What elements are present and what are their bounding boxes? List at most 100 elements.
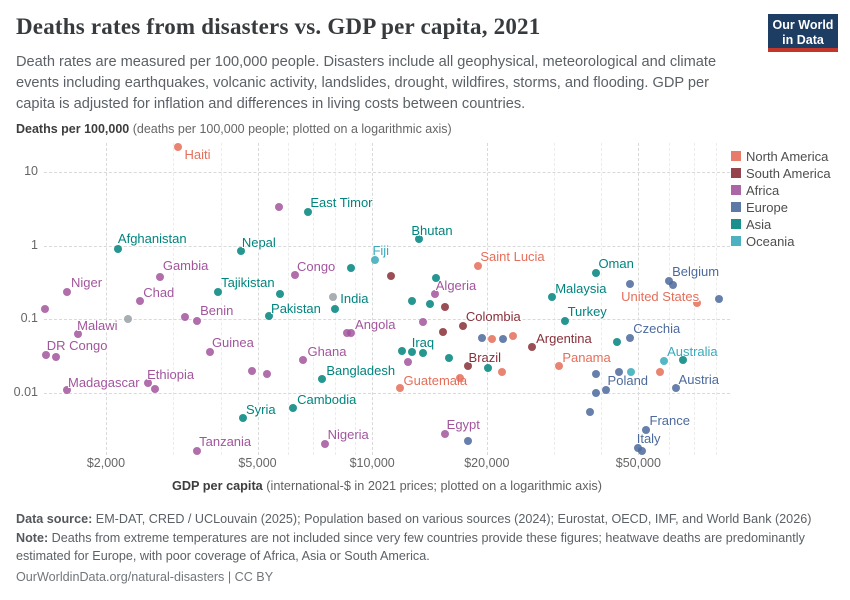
- data-point[interactable]: [625, 280, 634, 289]
- data-point-label[interactable]: Madagascar: [67, 374, 140, 390]
- data-point-label[interactable]: Panama: [562, 350, 611, 366]
- data-point-label[interactable]: Egypt: [446, 416, 480, 432]
- data-point-label[interactable]: DR Congo: [46, 337, 108, 353]
- data-point[interactable]: [591, 370, 600, 379]
- data-point[interactable]: [343, 329, 352, 338]
- data-point[interactable]: [714, 294, 723, 303]
- data-point[interactable]: [669, 281, 678, 290]
- data-point[interactable]: [62, 385, 71, 394]
- data-point-label[interactable]: Poland: [607, 372, 649, 388]
- data-point-label[interactable]: Bhutan: [411, 222, 453, 238]
- data-point-label[interactable]: United States: [621, 288, 700, 304]
- data-point-label[interactable]: Syria: [246, 401, 276, 417]
- legend-item-eu[interactable]: Europe: [731, 199, 831, 215]
- data-point-label[interactable]: Pakistan: [271, 301, 321, 317]
- data-point[interactable]: [474, 262, 483, 271]
- data-point[interactable]: [613, 338, 622, 347]
- data-point[interactable]: [239, 413, 248, 422]
- data-point-label[interactable]: Benin: [200, 303, 234, 319]
- owid-logo[interactable]: Our World in Data: [768, 14, 838, 52]
- data-point-label[interactable]: Oman: [598, 255, 634, 271]
- data-point-label[interactable]: Ethiopia: [147, 366, 195, 382]
- data-point-label[interactable]: Niger: [70, 274, 103, 290]
- data-point[interactable]: [136, 296, 145, 305]
- data-point[interactable]: [638, 447, 647, 456]
- data-point[interactable]: [431, 273, 440, 282]
- data-point-label[interactable]: Algeria: [435, 278, 477, 294]
- data-point-label[interactable]: Haiti: [184, 147, 211, 163]
- data-point-label[interactable]: Australia: [667, 344, 718, 360]
- data-point[interactable]: [440, 302, 449, 311]
- data-point-label[interactable]: Guinea: [211, 335, 254, 351]
- data-point[interactable]: [463, 362, 472, 371]
- data-point[interactable]: [693, 298, 702, 307]
- data-point[interactable]: [586, 408, 595, 416]
- data-point-label[interactable]: Belgium: [672, 264, 720, 280]
- data-point[interactable]: [150, 385, 159, 394]
- data-point-label[interactable]: Afghanistan: [117, 230, 187, 246]
- data-point[interactable]: [276, 290, 285, 299]
- data-point[interactable]: [483, 363, 492, 372]
- data-point-label[interactable]: Nigeria: [327, 427, 369, 443]
- data-point-label[interactable]: Turkey: [567, 304, 607, 320]
- data-point-label[interactable]: India: [340, 290, 369, 306]
- data-point[interactable]: [419, 318, 428, 327]
- data-point[interactable]: [304, 207, 313, 216]
- data-point-label[interactable]: Nepal: [241, 234, 276, 250]
- data-point[interactable]: [265, 312, 274, 321]
- data-point[interactable]: [214, 287, 223, 296]
- data-point[interactable]: [555, 362, 564, 371]
- data-point-label[interactable]: Malaysia: [555, 281, 607, 297]
- data-point[interactable]: [426, 300, 435, 309]
- data-point[interactable]: [508, 331, 517, 340]
- data-point[interactable]: [678, 356, 687, 365]
- data-point[interactable]: [633, 443, 642, 452]
- data-point-label[interactable]: East Timor: [310, 194, 373, 210]
- data-point[interactable]: [398, 347, 407, 356]
- data-point[interactable]: [463, 437, 472, 446]
- data-point[interactable]: [665, 277, 674, 286]
- data-point[interactable]: [320, 440, 329, 449]
- data-point[interactable]: [52, 352, 61, 361]
- data-point[interactable]: [415, 234, 424, 243]
- data-point[interactable]: [444, 353, 453, 362]
- data-point[interactable]: [487, 335, 496, 344]
- data-point[interactable]: [290, 271, 299, 280]
- data-point-label[interactable]: Malawi: [77, 318, 118, 334]
- data-point-label[interactable]: Czechia: [633, 320, 681, 336]
- data-point-label[interactable]: Austria: [678, 371, 720, 387]
- data-point[interactable]: [499, 335, 508, 344]
- data-point[interactable]: [440, 429, 449, 438]
- data-point[interactable]: [592, 268, 601, 277]
- data-point[interactable]: [347, 264, 356, 273]
- data-point-label[interactable]: Congo: [296, 259, 336, 275]
- data-point[interactable]: [174, 143, 183, 152]
- data-point-label[interactable]: Guatemala: [403, 372, 468, 388]
- data-point[interactable]: [248, 366, 257, 375]
- data-point[interactable]: [193, 447, 202, 456]
- data-point[interactable]: [371, 256, 380, 265]
- data-point-label[interactable]: Saint Lucia: [480, 249, 545, 265]
- legend-item-oc[interactable]: Oceania: [731, 233, 831, 249]
- data-point[interactable]: [407, 296, 416, 305]
- data-point[interactable]: [591, 388, 600, 397]
- data-point[interactable]: [615, 368, 624, 377]
- data-point[interactable]: [438, 327, 447, 336]
- data-point[interactable]: [41, 350, 50, 359]
- data-point[interactable]: [62, 287, 71, 296]
- data-point[interactable]: [403, 358, 412, 367]
- data-point[interactable]: [419, 348, 428, 357]
- data-point-label[interactable]: Gambia: [162, 257, 209, 273]
- data-point-label[interactable]: Colombia: [465, 308, 521, 324]
- data-point-label[interactable]: Bangladesh: [326, 362, 396, 378]
- data-point[interactable]: [263, 370, 272, 379]
- data-point[interactable]: [660, 357, 669, 366]
- data-point[interactable]: [477, 333, 486, 342]
- data-point[interactable]: [236, 246, 245, 255]
- data-point[interactable]: [601, 385, 610, 394]
- data-point[interactable]: [113, 244, 122, 253]
- data-point-label[interactable]: Iraq: [411, 335, 435, 351]
- data-point-label[interactable]: Fiji: [372, 243, 390, 259]
- data-point-label[interactable]: Argentina: [536, 331, 592, 347]
- legend-item-na[interactable]: North America: [731, 148, 831, 164]
